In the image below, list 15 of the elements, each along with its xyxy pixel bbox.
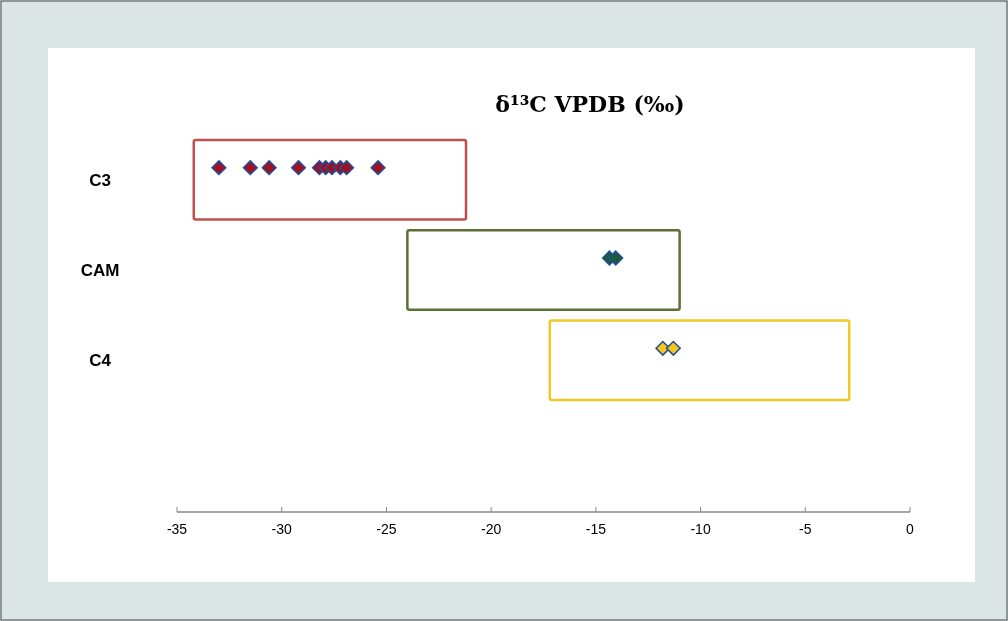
chart-title: δ¹³C VPDB (‰) — [495, 91, 685, 117]
x-tick-label: -10 — [690, 521, 711, 537]
bar — [192, 138, 468, 221]
y-tick-label: C4 — [89, 351, 112, 371]
y-tick-label: C3 — [89, 170, 111, 190]
x-tick-label: -15 — [585, 521, 607, 537]
x-tick-label: -20 — [481, 521, 502, 537]
x-tick-label: -25 — [376, 521, 397, 537]
x-tick-label: -30 — [271, 521, 293, 537]
x-tick-label: -5 — [799, 521, 812, 537]
x-tick-label: -35 — [166, 521, 188, 537]
y-tick-label: CAM — [80, 261, 120, 280]
bar — [406, 229, 681, 311]
x-tick-label: 0 — [906, 521, 915, 537]
bar — [548, 319, 851, 402]
